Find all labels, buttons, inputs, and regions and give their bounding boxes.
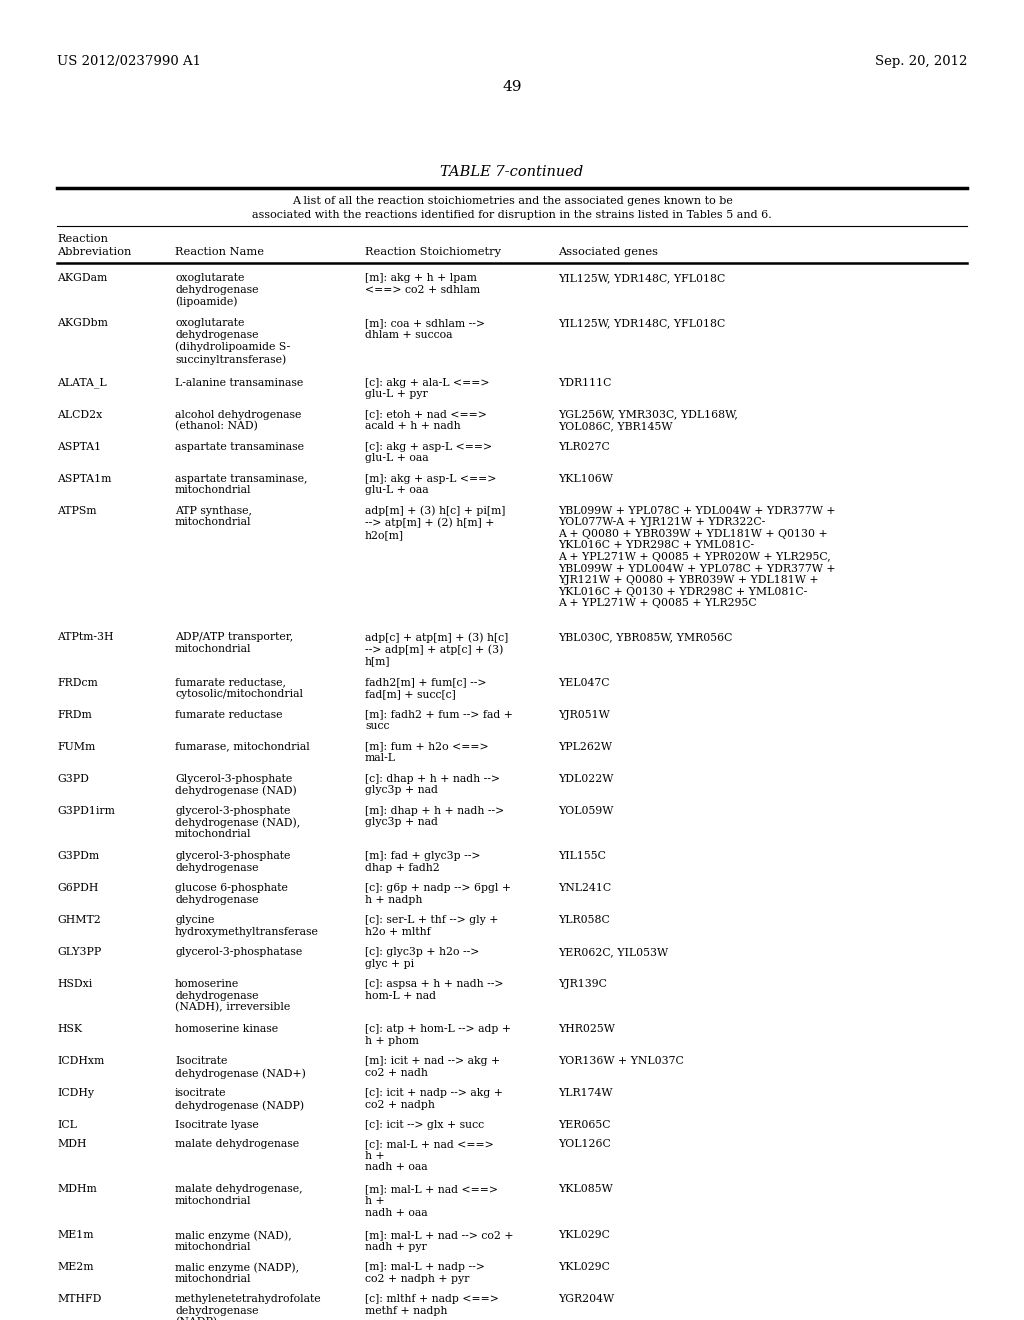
Text: YER065C: YER065C — [558, 1121, 610, 1130]
Text: YLR058C: YLR058C — [558, 915, 609, 925]
Text: [c]: icit --> glx + succ: [c]: icit --> glx + succ — [365, 1121, 484, 1130]
Text: [c]: dhap + h + nadh -->
glyc3p + nad: [c]: dhap + h + nadh --> glyc3p + nad — [365, 774, 500, 795]
Text: fumarate reductase,
cytosolic/mitochondrial: fumarate reductase, cytosolic/mitochondr… — [175, 677, 303, 700]
Text: malic enzyme (NADP),
mitochondrial: malic enzyme (NADP), mitochondrial — [175, 1262, 299, 1284]
Text: associated with the reactions identified for disruption in the strains listed in: associated with the reactions identified… — [252, 210, 772, 220]
Text: [c]: etoh + nad <==>
acald + h + nadh: [c]: etoh + nad <==> acald + h + nadh — [365, 409, 486, 432]
Text: [m]: dhap + h + nadh -->
glyc3p + nad: [m]: dhap + h + nadh --> glyc3p + nad — [365, 805, 504, 828]
Text: Isocitrate
dehydrogenase (NAD+): Isocitrate dehydrogenase (NAD+) — [175, 1056, 306, 1078]
Text: [c]: icit + nadp --> akg +
co2 + nadph: [c]: icit + nadp --> akg + co2 + nadph — [365, 1089, 503, 1110]
Text: ALCD2x: ALCD2x — [57, 409, 102, 420]
Text: ALATA_L: ALATA_L — [57, 378, 106, 388]
Text: YNL241C: YNL241C — [558, 883, 611, 894]
Text: aspartate transaminase,
mitochondrial: aspartate transaminase, mitochondrial — [175, 474, 307, 495]
Text: [m]: fum + h2o <==>
mal-L: [m]: fum + h2o <==> mal-L — [365, 742, 488, 763]
Text: [m]: fad + glyc3p -->
dhap + fadh2: [m]: fad + glyc3p --> dhap + fadh2 — [365, 851, 480, 873]
Text: ICL: ICL — [57, 1121, 77, 1130]
Text: YHR025W: YHR025W — [558, 1024, 614, 1035]
Text: [m]: fadh2 + fum --> fad +
succ: [m]: fadh2 + fum --> fad + succ — [365, 710, 513, 731]
Text: Sep. 20, 2012: Sep. 20, 2012 — [874, 55, 967, 69]
Text: YBL099W + YPL078C + YDL004W + YDR377W +
YOL077W-A + YJR121W + YDR322C-
A + Q0080: YBL099W + YPL078C + YDL004W + YDR377W + … — [558, 506, 836, 609]
Text: G3PDm: G3PDm — [57, 851, 99, 861]
Text: G3PD1irm: G3PD1irm — [57, 805, 115, 816]
Text: YLR027C: YLR027C — [558, 441, 609, 451]
Text: A list of all the reaction stoichiometries and the associated genes known to be: A list of all the reaction stoichiometri… — [292, 195, 732, 206]
Text: YDL022W: YDL022W — [558, 774, 613, 784]
Text: Reaction: Reaction — [57, 234, 108, 244]
Text: G6PDH: G6PDH — [57, 883, 98, 894]
Text: glycerol-3-phosphate
dehydrogenase (NAD),
mitochondrial: glycerol-3-phosphate dehydrogenase (NAD)… — [175, 805, 300, 840]
Text: AKGDam: AKGDam — [57, 273, 108, 282]
Text: malate dehydrogenase,
mitochondrial: malate dehydrogenase, mitochondrial — [175, 1184, 303, 1206]
Text: [m]: mal-L + nadp -->
co2 + nadph + pyr: [m]: mal-L + nadp --> co2 + nadph + pyr — [365, 1262, 485, 1283]
Text: methylenetetrahydrofolate
dehydrogenase
(NADP): methylenetetrahydrofolate dehydrogenase … — [175, 1294, 322, 1320]
Text: FRDcm: FRDcm — [57, 677, 97, 688]
Text: [c]: glyc3p + h2o -->
glyc + pi: [c]: glyc3p + h2o --> glyc + pi — [365, 946, 479, 969]
Text: [m]: mal-L + nad --> co2 +
nadh + pyr: [m]: mal-L + nad --> co2 + nadh + pyr — [365, 1230, 513, 1251]
Text: YJR139C: YJR139C — [558, 979, 607, 989]
Text: Associated genes: Associated genes — [558, 247, 658, 257]
Text: YKL106W: YKL106W — [558, 474, 613, 483]
Text: YBL030C, YBR085W, YMR056C: YBL030C, YBR085W, YMR056C — [558, 632, 732, 642]
Text: YEL047C: YEL047C — [558, 677, 609, 688]
Text: homoserine
dehydrogenase
(NADH), irreversible: homoserine dehydrogenase (NADH), irrever… — [175, 979, 290, 1012]
Text: HSDxi: HSDxi — [57, 979, 92, 989]
Text: YPL262W: YPL262W — [558, 742, 612, 751]
Text: AKGDbm: AKGDbm — [57, 318, 108, 329]
Text: MDHm: MDHm — [57, 1184, 96, 1195]
Text: YGL256W, YMR303C, YDL168W,
YOL086C, YBR145W: YGL256W, YMR303C, YDL168W, YOL086C, YBR1… — [558, 409, 738, 432]
Text: YGR204W: YGR204W — [558, 1294, 614, 1304]
Text: adp[c] + atp[m] + (3) h[c]
--> adp[m] + atp[c] + (3)
h[m]: adp[c] + atp[m] + (3) h[c] --> adp[m] + … — [365, 632, 508, 667]
Text: ATPtm-3H: ATPtm-3H — [57, 632, 114, 642]
Text: G3PD: G3PD — [57, 774, 89, 784]
Text: fumarase, mitochondrial: fumarase, mitochondrial — [175, 742, 309, 751]
Text: fadh2[m] + fum[c] -->
fad[m] + succ[c]: fadh2[m] + fum[c] --> fad[m] + succ[c] — [365, 677, 486, 700]
Text: [c]: g6p + nadp --> 6pgl +
h + nadph: [c]: g6p + nadp --> 6pgl + h + nadph — [365, 883, 511, 904]
Text: [m]: icit + nad --> akg +
co2 + nadh: [m]: icit + nad --> akg + co2 + nadh — [365, 1056, 500, 1078]
Text: YIL125W, YDR148C, YFL018C: YIL125W, YDR148C, YFL018C — [558, 273, 725, 282]
Text: ATPSm: ATPSm — [57, 506, 96, 516]
Text: YOR136W + YNL037C: YOR136W + YNL037C — [558, 1056, 684, 1067]
Text: Reaction Stoichiometry: Reaction Stoichiometry — [365, 247, 501, 257]
Text: TABLE 7-continued: TABLE 7-continued — [440, 165, 584, 180]
Text: YOL059W: YOL059W — [558, 805, 613, 816]
Text: Abbreviation: Abbreviation — [57, 247, 131, 257]
Text: [c]: akg + ala-L <==>
glu-L + pyr: [c]: akg + ala-L <==> glu-L + pyr — [365, 378, 489, 399]
Text: homoserine kinase: homoserine kinase — [175, 1024, 279, 1035]
Text: [c]: mal-L + nad <==>
h +
nadh + oaa: [c]: mal-L + nad <==> h + nadh + oaa — [365, 1139, 494, 1172]
Text: ASPTA1m: ASPTA1m — [57, 474, 112, 483]
Text: GHMT2: GHMT2 — [57, 915, 100, 925]
Text: L-alanine transaminase: L-alanine transaminase — [175, 378, 303, 388]
Text: ICDHxm: ICDHxm — [57, 1056, 104, 1067]
Text: YKL085W: YKL085W — [558, 1184, 612, 1195]
Text: [c]: aspsa + h + nadh -->
hom-L + nad: [c]: aspsa + h + nadh --> hom-L + nad — [365, 979, 504, 1001]
Text: 49: 49 — [502, 81, 522, 94]
Text: [m]: mal-L + nad <==>
h +
nadh + oaa: [m]: mal-L + nad <==> h + nadh + oaa — [365, 1184, 498, 1217]
Text: malate dehydrogenase: malate dehydrogenase — [175, 1139, 299, 1148]
Text: FUMm: FUMm — [57, 742, 95, 751]
Text: glycerol-3-phosphate
dehydrogenase: glycerol-3-phosphate dehydrogenase — [175, 851, 291, 873]
Text: [c]: atp + hom-L --> adp +
h + phom: [c]: atp + hom-L --> adp + h + phom — [365, 1024, 511, 1045]
Text: YKL029C: YKL029C — [558, 1262, 610, 1272]
Text: malic enzyme (NAD),
mitochondrial: malic enzyme (NAD), mitochondrial — [175, 1230, 292, 1253]
Text: [m]: coa + sdhlam -->
dhlam + succoa: [m]: coa + sdhlam --> dhlam + succoa — [365, 318, 485, 341]
Text: oxoglutarate
dehydrogenase
(dihydrolipoamide S-
succinyltransferase): oxoglutarate dehydrogenase (dihydrolipoa… — [175, 318, 290, 364]
Text: [c]: ser-L + thf --> gly +
h2o + mlthf: [c]: ser-L + thf --> gly + h2o + mlthf — [365, 915, 499, 937]
Text: MTHFD: MTHFD — [57, 1294, 101, 1304]
Text: GLY3PP: GLY3PP — [57, 946, 101, 957]
Text: ASPTA1: ASPTA1 — [57, 441, 101, 451]
Text: adp[m] + (3) h[c] + pi[m]
--> atp[m] + (2) h[m] +
h2o[m]: adp[m] + (3) h[c] + pi[m] --> atp[m] + (… — [365, 506, 506, 540]
Text: isocitrate
dehydrogenase (NADP): isocitrate dehydrogenase (NADP) — [175, 1089, 304, 1110]
Text: [c]: akg + asp-L <==>
glu-L + oaa: [c]: akg + asp-L <==> glu-L + oaa — [365, 441, 493, 463]
Text: Reaction Name: Reaction Name — [175, 247, 264, 257]
Text: YLR174W: YLR174W — [558, 1089, 612, 1098]
Text: ATP synthase,
mitochondrial: ATP synthase, mitochondrial — [175, 506, 252, 527]
Text: YER062C, YIL053W: YER062C, YIL053W — [558, 946, 668, 957]
Text: [m]: akg + asp-L <==>
glu-L + oaa: [m]: akg + asp-L <==> glu-L + oaa — [365, 474, 497, 495]
Text: glycerol-3-phosphatase: glycerol-3-phosphatase — [175, 946, 302, 957]
Text: oxoglutarate
dehydrogenase
(lipoamide): oxoglutarate dehydrogenase (lipoamide) — [175, 273, 258, 306]
Text: Isocitrate lyase: Isocitrate lyase — [175, 1121, 259, 1130]
Text: US 2012/0237990 A1: US 2012/0237990 A1 — [57, 55, 201, 69]
Text: YIL155C: YIL155C — [558, 851, 606, 861]
Text: YDR111C: YDR111C — [558, 378, 611, 388]
